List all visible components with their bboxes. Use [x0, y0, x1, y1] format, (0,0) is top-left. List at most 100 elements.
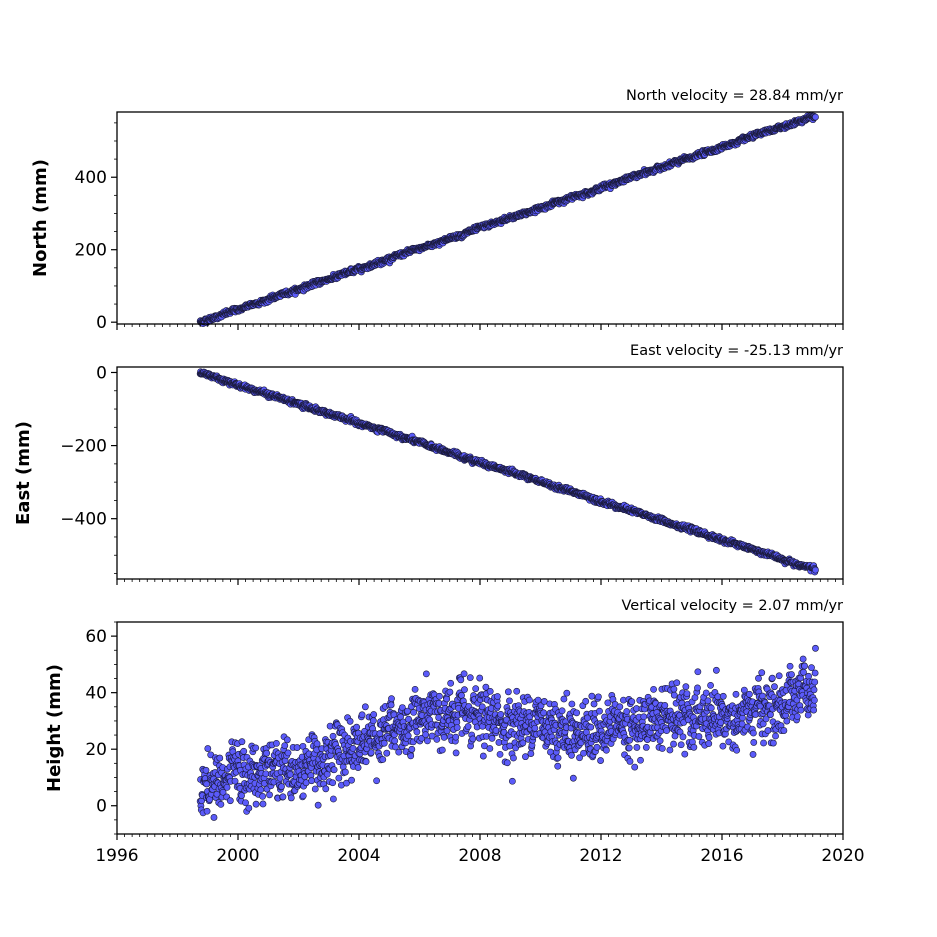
height-point: [461, 686, 468, 694]
height-point: [590, 700, 598, 708]
height-point: [558, 707, 566, 715]
height-point: [446, 688, 454, 696]
north-point: [812, 113, 819, 121]
height-point: [245, 804, 253, 812]
height-point: [314, 801, 322, 809]
height-point: [588, 692, 596, 700]
height-point: [452, 749, 460, 757]
height-point: [380, 739, 388, 747]
height-point: [330, 766, 338, 774]
height-point: [626, 758, 634, 765]
height-point: [311, 785, 319, 793]
height-point: [457, 676, 465, 684]
east-y-tick-label: 0: [96, 363, 107, 383]
height-point: [671, 732, 679, 740]
height-point: [496, 750, 504, 758]
height-point: [273, 740, 280, 747]
height-point: [453, 724, 461, 731]
height-point: [679, 733, 687, 741]
height-point: [626, 736, 634, 744]
height-axis-label: Height (mm): [44, 664, 65, 792]
height-point: [281, 742, 289, 750]
height-point: [656, 737, 664, 745]
height-point: [259, 800, 267, 808]
north-y-tick-label: 0: [96, 313, 107, 333]
height-point: [379, 756, 387, 763]
height-point: [286, 771, 294, 778]
height-point: [210, 814, 218, 821]
height-point: [670, 691, 678, 699]
height-point: [673, 679, 681, 687]
height-point: [476, 674, 484, 682]
height-point: [284, 749, 292, 757]
height-point: [349, 744, 357, 752]
east-axes: 0−200−400: [60, 363, 844, 585]
height-point: [563, 689, 571, 697]
height-point: [504, 688, 512, 696]
height-point: [361, 703, 369, 711]
height-point: [623, 708, 631, 715]
height-point: [497, 710, 505, 718]
height-point: [508, 777, 516, 785]
height-point: [663, 727, 671, 734]
height-point: [252, 744, 260, 752]
height-point: [568, 700, 576, 708]
height-point: [488, 734, 496, 742]
height-point: [370, 711, 378, 718]
north-velocity-title: North velocity = 28.84 mm/yr: [626, 88, 843, 104]
height-point: [486, 687, 494, 695]
height-point: [469, 735, 477, 743]
height-point: [407, 752, 415, 760]
height-point: [283, 736, 291, 744]
height-point: [670, 740, 677, 748]
height-point: [354, 764, 362, 771]
height-point: [223, 783, 231, 791]
height-point: [602, 746, 610, 754]
height-point: [411, 685, 419, 693]
height-point: [466, 674, 474, 682]
height-point: [383, 749, 391, 757]
height-point: [252, 800, 260, 808]
height-point: [410, 708, 418, 716]
height-point: [472, 685, 480, 693]
height-point: [640, 713, 648, 721]
height-point: [681, 750, 689, 758]
height-point: [683, 690, 691, 698]
height-point: [422, 731, 430, 739]
height-point: [560, 695, 568, 703]
height-point: [443, 695, 451, 703]
height-point: [263, 749, 271, 757]
height-point: [231, 777, 239, 785]
height-point: [329, 732, 337, 740]
north-y-tick-label: 400: [75, 168, 107, 188]
east-axis-label: East (mm): [13, 421, 34, 525]
north-panel: North velocity = 28.84 mm/yr North (mm) …: [30, 88, 844, 333]
height-point: [202, 766, 210, 774]
height-point: [633, 744, 641, 751]
height-point: [506, 697, 513, 705]
height-point: [293, 744, 301, 751]
height-point: [346, 717, 354, 725]
height-point: [540, 709, 547, 717]
height-point: [395, 748, 403, 756]
height-point: [203, 807, 211, 815]
height-point: [587, 723, 595, 731]
height-point: [358, 711, 366, 719]
height-point: [494, 702, 502, 710]
height-point: [625, 744, 633, 752]
height-point: [568, 751, 575, 759]
height-point: [391, 737, 399, 745]
height-point: [404, 732, 412, 740]
height-point: [628, 698, 636, 706]
height-point: [276, 774, 284, 782]
height-point: [631, 763, 639, 771]
height-point: [458, 692, 465, 699]
height-point: [367, 749, 375, 757]
height-point: [279, 793, 287, 801]
height-point: [492, 727, 500, 734]
height-point: [494, 693, 501, 700]
height-point: [526, 696, 533, 704]
height-point: [308, 777, 316, 785]
height-point: [513, 687, 521, 695]
height-point: [438, 746, 446, 754]
